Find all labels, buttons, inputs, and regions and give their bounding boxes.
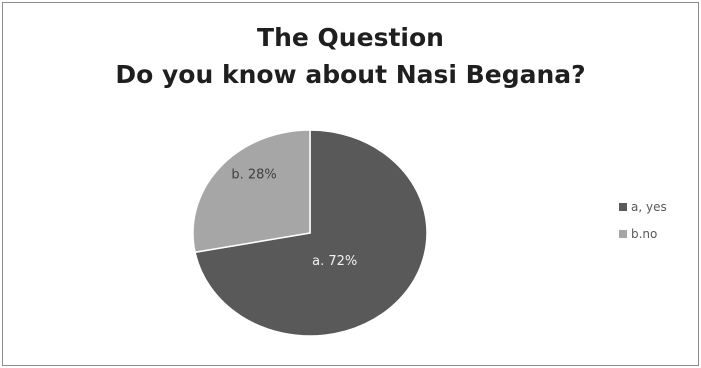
pie-labels: a. 72% b. 28% [231,167,357,269]
legend-label-0: a, yes [631,200,667,214]
chart-title-line-2: Do you know about Nasi Begana? [115,60,586,89]
legend-swatch-1 [619,230,627,238]
pie-label-0: a. 72% [312,254,357,269]
pie-label-1: b. 28% [231,167,276,182]
pie-slices [192,129,428,337]
pie-slice-0 [194,129,428,337]
chart-title: The Question Do you know about Nasi Bega… [3,19,698,93]
legend-label-1: b.no [631,227,657,241]
pie-chart: a. 72% b. 28% a, yes b.no [192,129,667,337]
legend-swatch-0 [619,203,627,211]
legend: a, yes b.no [619,200,667,241]
chart-title-line-1: The Question [257,23,444,52]
pie-slice-1 [192,129,311,254]
